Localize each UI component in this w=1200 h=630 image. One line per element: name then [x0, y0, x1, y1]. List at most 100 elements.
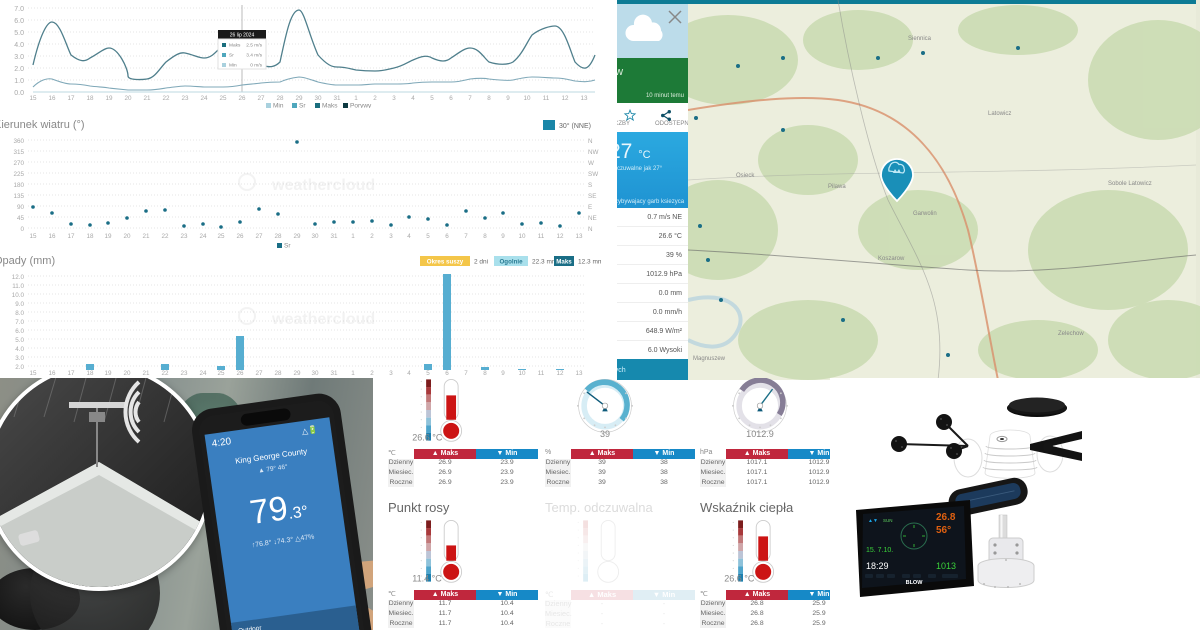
- svg-text:2.0: 2.0: [15, 364, 24, 371]
- svg-text:3.4 m/s: 3.4 m/s: [246, 53, 262, 59]
- svg-text:6.0: 6.0: [15, 328, 24, 335]
- svg-text:Siennica: Siennica: [908, 36, 932, 42]
- svg-text:18: 18: [86, 95, 94, 102]
- svg-text:18: 18: [86, 233, 94, 240]
- svg-text:21: 21: [142, 370, 150, 377]
- svg-text:1012.9: 1012.9: [746, 429, 774, 439]
- svg-text:19: 19: [104, 370, 112, 377]
- svg-text:315: 315: [13, 149, 24, 156]
- svg-text:12: 12: [556, 233, 564, 240]
- svg-text:4.0: 4.0: [14, 42, 24, 49]
- svg-text:Porywy: Porywy: [350, 103, 372, 109]
- svg-text:21: 21: [143, 95, 151, 102]
- svg-text:4.0: 4.0: [15, 346, 24, 353]
- svg-text:31: 31: [333, 95, 341, 102]
- svg-text:10: 10: [518, 233, 526, 240]
- svg-text:27: 27: [257, 95, 265, 102]
- svg-text:26.6 °C: 26.6 °C: [412, 433, 443, 442]
- svg-text:3: 3: [392, 95, 396, 102]
- svg-text:1: 1: [351, 370, 355, 377]
- svg-text:23: 23: [180, 233, 188, 240]
- svg-text:0 m/s: 0 m/s: [250, 63, 262, 69]
- svg-text:27: 27: [255, 233, 263, 240]
- svg-text:SW: SW: [588, 171, 598, 178]
- svg-text:2 dni: 2 dni: [474, 259, 488, 266]
- svg-text:28: 28: [274, 233, 282, 240]
- svg-text:4: 4: [411, 95, 415, 102]
- svg-text:Min: Min: [273, 103, 284, 109]
- svg-text:28: 28: [274, 370, 282, 377]
- svg-text:10: 10: [523, 95, 531, 102]
- svg-text:19: 19: [104, 233, 112, 240]
- svg-text:17: 17: [67, 233, 75, 240]
- svg-text:Opady (mm): Opady (mm): [0, 255, 55, 267]
- svg-text:Zelechow: Zelechow: [1058, 331, 1084, 337]
- svg-text:22.3 mm: 22.3 mm: [532, 259, 557, 266]
- svg-text:30° (NNE): 30° (NNE): [559, 122, 591, 130]
- svg-text:17: 17: [67, 95, 75, 102]
- svg-text:2: 2: [370, 370, 374, 377]
- svg-text:11.0: 11.0: [12, 283, 24, 290]
- svg-text:8: 8: [483, 370, 487, 377]
- svg-text:31: 31: [330, 233, 338, 240]
- svg-text:11: 11: [543, 95, 550, 102]
- svg-text:22: 22: [162, 95, 170, 102]
- svg-text:26: 26: [236, 370, 244, 377]
- svg-text:6: 6: [449, 95, 453, 102]
- svg-text:Maks: Maks: [322, 103, 338, 109]
- svg-text:17: 17: [67, 370, 75, 377]
- svg-text:3.0: 3.0: [15, 355, 24, 362]
- svg-text:3: 3: [389, 233, 393, 240]
- svg-text:NW: NW: [588, 149, 599, 156]
- svg-text:Koszarow: Koszarow: [878, 256, 905, 262]
- svg-text:3.0: 3.0: [14, 54, 24, 61]
- svg-text:24: 24: [200, 95, 208, 102]
- svg-text:135: 135: [13, 193, 24, 200]
- svg-text:24: 24: [199, 370, 207, 377]
- svg-text:225: 225: [13, 171, 24, 178]
- svg-text:5.0: 5.0: [14, 30, 24, 37]
- svg-text:5: 5: [430, 95, 434, 102]
- svg-text:9: 9: [501, 370, 505, 377]
- svg-text:7.0: 7.0: [14, 6, 24, 13]
- svg-text:21: 21: [142, 233, 150, 240]
- svg-text:39: 39: [600, 429, 610, 439]
- svg-text:15. 7.10.: 15. 7.10.: [866, 547, 893, 554]
- svg-text:2: 2: [370, 233, 374, 240]
- svg-text:12.0: 12.0: [12, 274, 25, 281]
- svg-text:19: 19: [105, 95, 113, 102]
- svg-text:29: 29: [293, 233, 301, 240]
- svg-text:22: 22: [161, 370, 169, 377]
- svg-text:7: 7: [464, 233, 468, 240]
- svg-text:15: 15: [29, 370, 37, 377]
- svg-text:7: 7: [464, 370, 468, 377]
- svg-text:Ogolnie: Ogolnie: [499, 259, 523, 266]
- svg-text:8.0: 8.0: [15, 310, 24, 317]
- svg-text:SUN: SUN: [883, 518, 893, 523]
- svg-text:9.0: 9.0: [15, 301, 24, 308]
- svg-text:6: 6: [445, 370, 449, 377]
- svg-text:11: 11: [538, 233, 545, 240]
- svg-text:S: S: [588, 182, 592, 189]
- svg-text:26.8: 26.8: [936, 512, 956, 523]
- svg-text:25: 25: [217, 370, 225, 377]
- svg-text:20: 20: [123, 370, 131, 377]
- svg-text:Min: Min: [229, 63, 237, 69]
- svg-text:270: 270: [13, 160, 24, 167]
- svg-text:29: 29: [295, 95, 303, 102]
- svg-text:E: E: [588, 204, 592, 211]
- svg-text:5: 5: [426, 233, 430, 240]
- svg-text:12: 12: [556, 370, 564, 377]
- svg-text:26 lip 2024: 26 lip 2024: [230, 33, 255, 39]
- svg-text:16: 16: [48, 370, 56, 377]
- svg-text:15: 15: [29, 233, 37, 240]
- svg-text:8: 8: [483, 233, 487, 240]
- svg-text:29: 29: [293, 370, 301, 377]
- svg-text:N: N: [588, 226, 593, 233]
- svg-text:1013: 1013: [936, 561, 956, 571]
- svg-text:25: 25: [219, 95, 227, 102]
- svg-text:Osieck: Osieck: [736, 173, 755, 179]
- svg-text:Latowicz: Latowicz: [988, 111, 1011, 117]
- svg-text:28: 28: [276, 95, 284, 102]
- svg-text:15: 15: [29, 95, 37, 102]
